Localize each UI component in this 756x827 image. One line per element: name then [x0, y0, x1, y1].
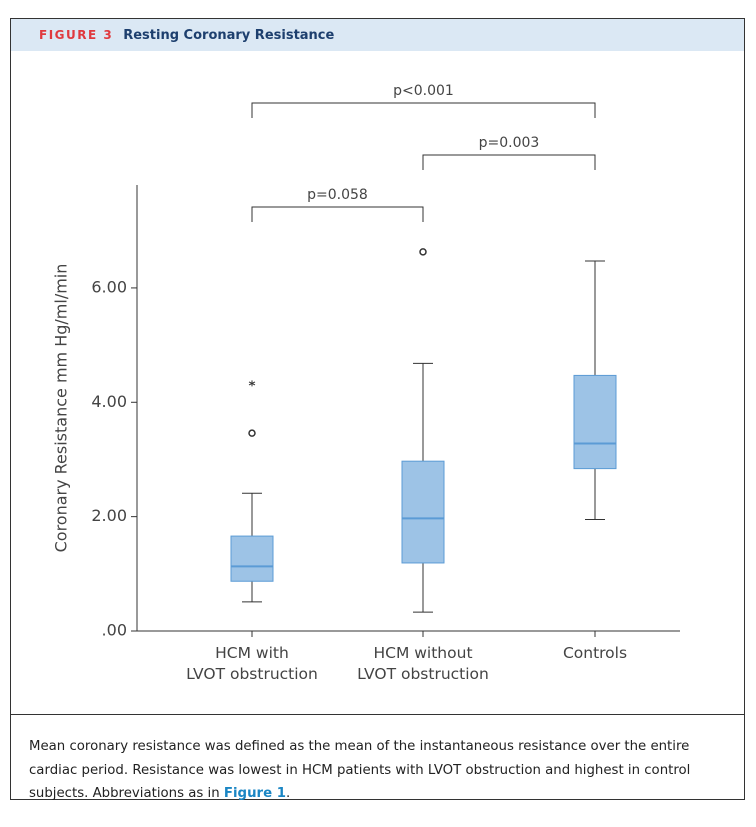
outlier	[419, 248, 427, 256]
y-tick-label: 6.00	[91, 277, 127, 296]
significance-bracket	[422, 154, 596, 170]
y-tick-label: 2.00	[91, 506, 127, 525]
box	[573, 374, 617, 470]
x-tick-label: HCM without LVOT obstruction	[357, 644, 489, 683]
y-tick-label: 4.00	[91, 392, 127, 411]
y-axis-label: Coronary Resistance mm Hg/ml/min	[52, 264, 71, 553]
caption-link[interactable]: Figure 1	[223, 786, 286, 801]
caption-end: .	[286, 786, 291, 801]
significance-bracket	[251, 206, 424, 222]
figure-frame: FIGURE 3 Resting Coronary Resistance	[10, 18, 745, 715]
caption-text: Mean coronary resistance was defined as …	[29, 739, 691, 801]
caption: Mean coronary resistance was defined as …	[10, 714, 745, 801]
significance-bracket	[251, 102, 596, 118]
box	[230, 535, 274, 582]
chart: Coronary Resistance mm Hg/ml/min .00 2.00…	[52, 83, 680, 640]
x-tick-label: Controls	[562, 644, 628, 662]
extreme	[248, 380, 256, 387]
y-tick-label: .00	[102, 621, 127, 640]
figure-header: FIGURE 3 Resting Coronary Resistance	[11, 19, 744, 51]
x-tick-label: HCM with LVOT obstruction	[186, 644, 318, 683]
p-value: p=0.058	[307, 187, 368, 203]
outlier	[248, 429, 256, 437]
figure-title: Resting Coronary Resistance	[123, 27, 335, 43]
box	[401, 460, 445, 564]
p-value: p=0.003	[479, 135, 540, 151]
p-value: p<0.001	[393, 83, 454, 99]
figure-label: FIGURE 3	[39, 28, 114, 42]
